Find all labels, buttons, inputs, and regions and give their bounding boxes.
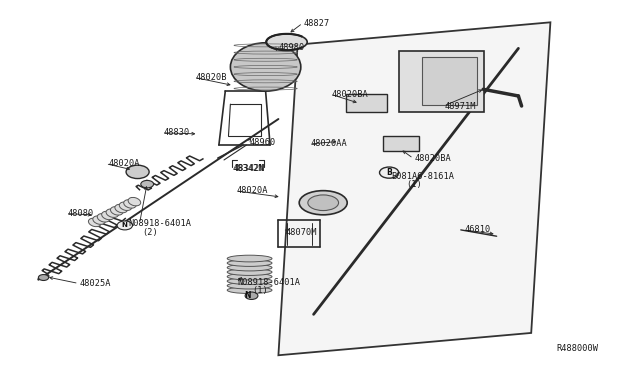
Text: 48025A: 48025A: [80, 279, 111, 288]
Circle shape: [117, 221, 132, 230]
FancyBboxPatch shape: [383, 136, 419, 151]
Text: B: B: [387, 168, 392, 177]
Ellipse shape: [102, 211, 115, 220]
Text: 48020AA: 48020AA: [311, 140, 348, 148]
Text: 48020A: 48020A: [237, 186, 268, 195]
Text: 48342N: 48342N: [234, 164, 265, 173]
Text: N: N: [244, 291, 251, 300]
FancyBboxPatch shape: [422, 57, 477, 105]
Text: N08918-6401A: N08918-6401A: [128, 219, 191, 228]
Ellipse shape: [93, 216, 106, 224]
Text: (1): (1): [406, 180, 422, 189]
Text: 48827: 48827: [304, 19, 330, 28]
Ellipse shape: [308, 195, 339, 211]
Ellipse shape: [227, 287, 272, 294]
Ellipse shape: [227, 260, 272, 266]
Ellipse shape: [300, 190, 347, 215]
Polygon shape: [278, 22, 550, 355]
Ellipse shape: [128, 198, 141, 206]
Ellipse shape: [111, 207, 123, 215]
Text: (2): (2): [142, 228, 158, 237]
Text: N: N: [122, 222, 128, 228]
Text: 48020BA: 48020BA: [415, 154, 451, 163]
Ellipse shape: [227, 273, 272, 280]
FancyBboxPatch shape: [346, 94, 387, 112]
Text: 48020A: 48020A: [109, 159, 140, 168]
Circle shape: [141, 180, 154, 188]
Ellipse shape: [227, 278, 272, 285]
Ellipse shape: [227, 282, 272, 289]
Text: B081A6-8161A: B081A6-8161A: [392, 172, 454, 181]
Text: 48070M: 48070M: [285, 228, 317, 237]
Ellipse shape: [230, 43, 301, 91]
Ellipse shape: [88, 218, 101, 227]
Text: 48960: 48960: [250, 138, 276, 147]
Text: 46810: 46810: [465, 225, 491, 234]
Circle shape: [38, 275, 49, 280]
Ellipse shape: [97, 214, 110, 222]
Ellipse shape: [227, 264, 272, 271]
Ellipse shape: [119, 202, 132, 211]
Ellipse shape: [124, 200, 136, 208]
Text: 48980: 48980: [278, 43, 305, 52]
Ellipse shape: [227, 269, 272, 275]
FancyBboxPatch shape: [399, 51, 484, 112]
Ellipse shape: [115, 204, 127, 213]
Text: 48971M: 48971M: [445, 102, 476, 110]
Text: N08918-6401A: N08918-6401A: [237, 278, 300, 287]
Ellipse shape: [106, 209, 118, 217]
Ellipse shape: [266, 34, 307, 50]
Circle shape: [245, 292, 258, 299]
Text: 48830: 48830: [163, 128, 189, 137]
Text: 48020BA: 48020BA: [332, 90, 368, 99]
Text: (1): (1): [252, 286, 268, 295]
Text: 48080: 48080: [67, 209, 93, 218]
Circle shape: [380, 167, 399, 178]
Text: 48020B: 48020B: [195, 73, 227, 82]
Text: 48342N: 48342N: [232, 164, 264, 173]
Circle shape: [126, 165, 149, 179]
Text: R488000W: R488000W: [557, 344, 599, 353]
Ellipse shape: [227, 255, 272, 262]
